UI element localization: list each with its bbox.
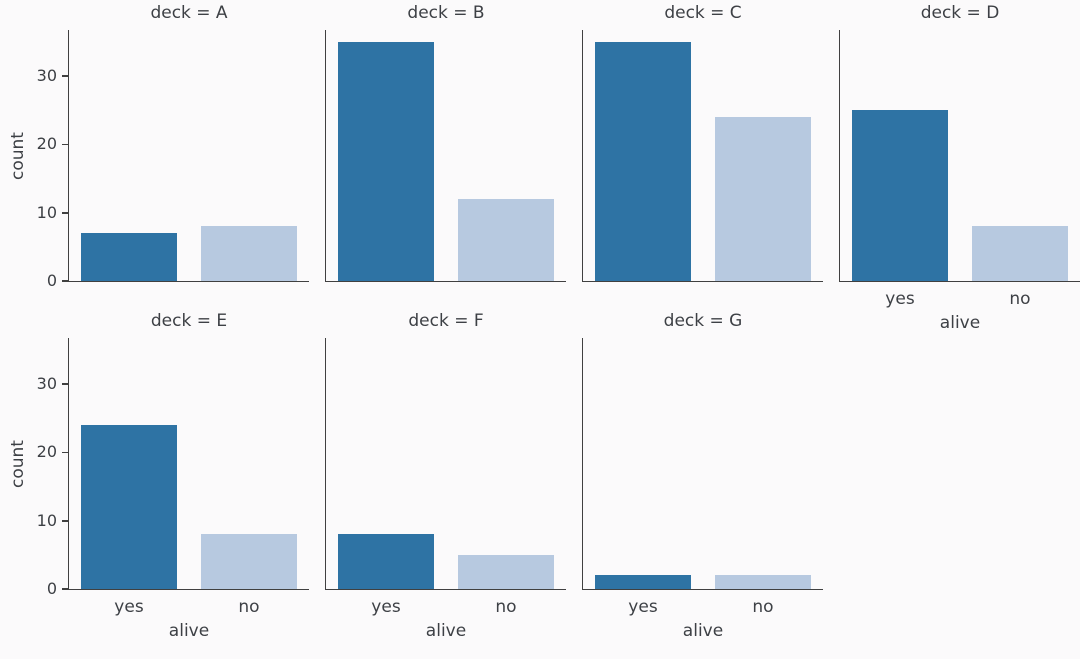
x-tick-label-no: no [752, 597, 774, 617]
facet-title-deck-D: deck = D [920, 3, 1000, 23]
y-tick-mark [62, 211, 69, 214]
y-tick-label: 10 [36, 510, 57, 530]
x-tick-label-yes: yes [114, 597, 144, 617]
y-tick-mark [62, 451, 69, 454]
bar-deck-C-no [715, 117, 811, 281]
y-tick-label: 20 [36, 134, 57, 154]
facet-title-deck-E: deck = E [150, 311, 228, 331]
facet-panel-deck-G: deck = G yes no alive [582, 311, 823, 641]
facet-panel-deck-E: deck = E 0 10 20 30 count yes no alive [8, 311, 309, 641]
y-tick-mark [62, 75, 69, 77]
y-axis-label: count [3, 338, 33, 589]
facet-title-deck-C: deck = C [664, 3, 742, 23]
y-tick-label: 20 [36, 442, 57, 462]
facet-title-deck-F: deck = F [408, 311, 484, 331]
x-axis-label: alive [682, 621, 724, 641]
x-tick-label-yes: yes [885, 289, 915, 309]
facet-title-deck-A: deck = A [150, 3, 228, 23]
facet-title-deck-B: deck = B [407, 3, 485, 23]
y-tick-mark [62, 143, 69, 146]
bar-deck-D-yes [852, 110, 948, 281]
y-tick-mark [62, 383, 69, 385]
y-axis-label: count [3, 30, 33, 281]
x-axis-label: alive [939, 313, 981, 333]
y-tick-mark [62, 280, 69, 282]
bar-deck-F-yes [338, 534, 434, 589]
bar-deck-D-no [972, 226, 1068, 281]
y-axis-label-text: count [8, 131, 28, 180]
facet-title-deck-G: deck = G [663, 311, 743, 331]
y-tick-label: 0 [46, 271, 57, 290]
y-tick-mark [62, 588, 69, 590]
y-tick-label: 0 [46, 579, 57, 598]
bar-deck-A-yes [81, 233, 177, 281]
bar-deck-C-yes [595, 41, 691, 281]
bar-deck-G-no [715, 575, 811, 589]
bar-deck-E-yes [81, 425, 177, 589]
y-axis-label-text: count [8, 439, 28, 488]
x-tick-label-yes: yes [371, 597, 401, 617]
y-tick-label: 30 [36, 374, 57, 394]
bar-deck-G-yes [595, 575, 691, 589]
x-tick-label-no: no [495, 597, 517, 617]
y-tick-mark [62, 519, 69, 522]
bar-deck-F-no [458, 554, 554, 589]
facet-panel-deck-B: deck = B [325, 3, 566, 282]
x-axis-label: alive [168, 621, 210, 641]
bar-deck-E-no [201, 534, 297, 589]
facet-panel-deck-D: deck = D yes no alive [839, 3, 1080, 333]
facet-panel-deck-C: deck = C [582, 3, 823, 282]
bar-deck-B-no [458, 199, 554, 281]
y-tick-label: 30 [36, 66, 57, 86]
facet-panel-deck-F: deck = F yes no alive [325, 311, 566, 641]
x-tick-label-yes: yes [628, 597, 658, 617]
x-axis-label: alive [425, 621, 467, 641]
x-tick-label-no: no [238, 597, 260, 617]
x-tick-label-no: no [1009, 289, 1031, 309]
bar-deck-A-no [201, 226, 297, 281]
y-tick-label: 10 [36, 202, 57, 222]
bar-deck-B-yes [338, 41, 434, 281]
facet-panel-deck-A: deck = A 0 10 20 30 count [8, 3, 309, 289]
